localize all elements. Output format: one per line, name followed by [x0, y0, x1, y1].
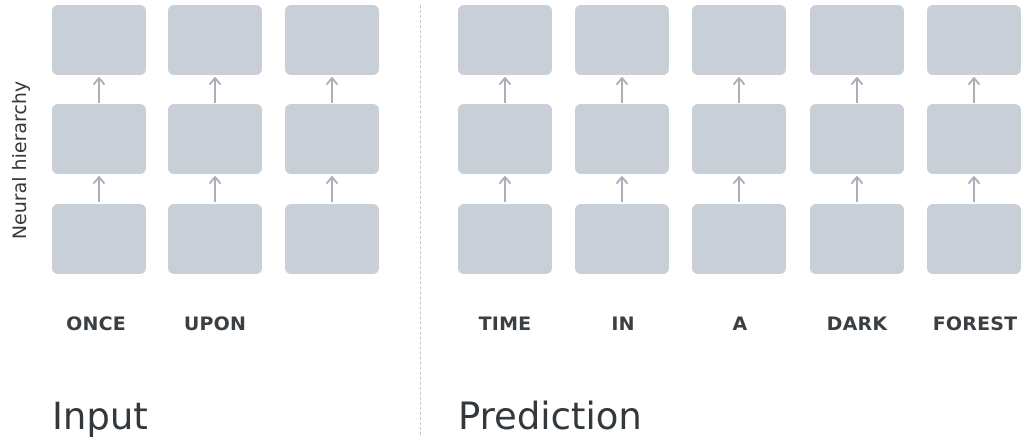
hierarchy-box	[810, 104, 904, 174]
up-arrow-icon	[93, 77, 105, 103]
up-arrow-icon	[851, 176, 863, 202]
hierarchy-box	[458, 204, 552, 274]
prediction-word-1: TIME	[478, 313, 532, 335]
hierarchy-box	[168, 104, 262, 174]
up-arrow-icon	[209, 77, 221, 103]
hierarchy-box	[692, 104, 786, 174]
input-word-2: UPON	[183, 313, 247, 335]
up-arrow-icon	[616, 176, 628, 202]
up-arrow-icon	[968, 176, 980, 202]
input-section-title: Input	[52, 395, 148, 438]
up-arrow-icon	[93, 176, 105, 202]
hierarchy-box	[810, 204, 904, 274]
hierarchy-box	[810, 5, 904, 75]
prediction-word-3: A	[732, 313, 748, 335]
hierarchy-box	[285, 5, 379, 75]
up-arrow-icon	[733, 77, 745, 103]
hierarchy-box	[52, 104, 146, 174]
up-arrow-icon	[851, 77, 863, 103]
hierarchy-box	[458, 104, 552, 174]
hierarchy-box	[692, 204, 786, 274]
hierarchy-box	[927, 204, 1021, 274]
up-arrow-icon	[209, 176, 221, 202]
hierarchy-box	[575, 104, 669, 174]
hierarchy-box	[575, 204, 669, 274]
hierarchy-box	[52, 5, 146, 75]
hierarchy-box	[285, 204, 379, 274]
up-arrow-icon	[326, 176, 338, 202]
prediction-word-2: IN	[611, 313, 635, 335]
prediction-word-4: DARK	[826, 313, 888, 335]
hierarchy-box	[168, 5, 262, 75]
prediction-section-title: Prediction	[458, 395, 642, 438]
up-arrow-icon	[499, 176, 511, 202]
input-word-1: ONCE	[66, 313, 126, 335]
hierarchy-box	[692, 5, 786, 75]
hierarchy-box	[285, 104, 379, 174]
up-arrow-icon	[733, 176, 745, 202]
hierarchy-box	[927, 5, 1021, 75]
hierarchy-box	[927, 104, 1021, 174]
hierarchy-box	[52, 204, 146, 274]
up-arrow-icon	[616, 77, 628, 103]
prediction-word-5: FOREST	[932, 313, 1018, 335]
hierarchy-box	[458, 5, 552, 75]
up-arrow-icon	[968, 77, 980, 103]
up-arrow-icon	[326, 77, 338, 103]
hierarchy-box	[168, 204, 262, 274]
hierarchy-box	[575, 5, 669, 75]
neural-hierarchy-axis-label: Neural hierarchy	[9, 80, 31, 240]
up-arrow-icon	[499, 77, 511, 103]
input-prediction-divider	[420, 5, 421, 435]
